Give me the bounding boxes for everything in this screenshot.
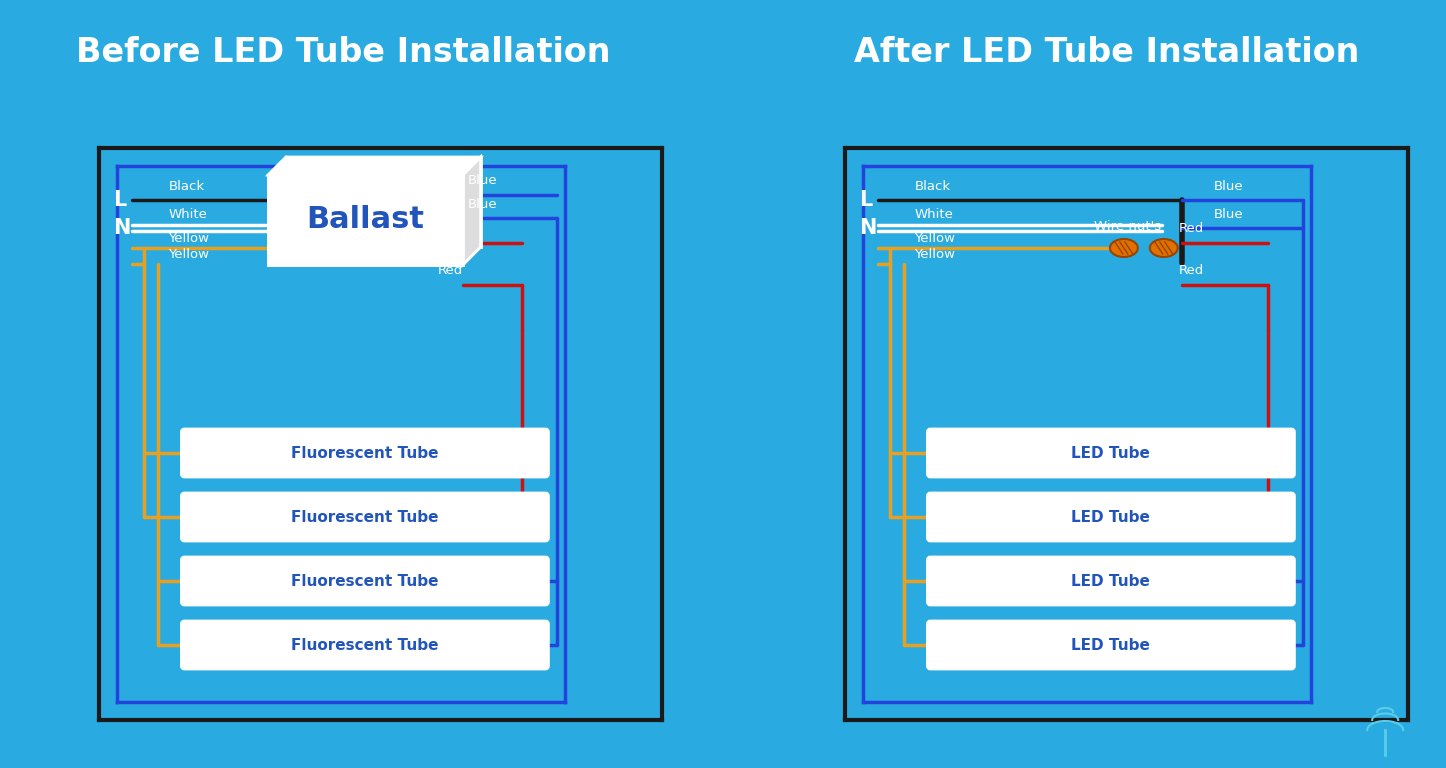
Text: Yellow: Yellow xyxy=(168,231,210,244)
Polygon shape xyxy=(463,157,480,265)
Text: LED Tube: LED Tube xyxy=(1071,574,1151,588)
Text: Yellow: Yellow xyxy=(914,247,956,260)
Text: After LED Tube Installation: After LED Tube Installation xyxy=(855,35,1359,68)
Text: L: L xyxy=(859,190,873,210)
FancyBboxPatch shape xyxy=(927,621,1294,669)
Text: Black: Black xyxy=(168,180,204,193)
Text: Yellow: Yellow xyxy=(168,247,210,260)
Text: N: N xyxy=(859,218,876,238)
Text: Before LED Tube Installation: Before LED Tube Installation xyxy=(75,35,610,68)
Text: Blue: Blue xyxy=(1213,180,1244,193)
Text: N: N xyxy=(114,218,132,238)
Ellipse shape xyxy=(1150,239,1177,257)
Text: Red: Red xyxy=(1178,223,1205,236)
Text: Fluorescent Tube: Fluorescent Tube xyxy=(291,509,438,525)
Text: Blue: Blue xyxy=(467,197,497,210)
FancyBboxPatch shape xyxy=(927,493,1294,541)
Text: Red: Red xyxy=(438,263,463,276)
FancyBboxPatch shape xyxy=(181,493,548,541)
Text: Red: Red xyxy=(1178,263,1205,276)
Text: LED Tube: LED Tube xyxy=(1071,637,1151,653)
Text: Blue: Blue xyxy=(1213,207,1244,220)
Text: LED Tube: LED Tube xyxy=(1071,509,1151,525)
FancyBboxPatch shape xyxy=(181,557,548,605)
Text: Fluorescent Tube: Fluorescent Tube xyxy=(291,574,438,588)
Text: White: White xyxy=(168,207,207,220)
Text: LED Tube: LED Tube xyxy=(1071,445,1151,461)
FancyBboxPatch shape xyxy=(181,621,548,669)
Text: Red: Red xyxy=(438,223,463,236)
FancyBboxPatch shape xyxy=(181,429,548,477)
Text: Ballast: Ballast xyxy=(307,206,425,234)
Text: Black: Black xyxy=(914,180,950,193)
Text: Fluorescent Tube: Fluorescent Tube xyxy=(291,637,438,653)
Polygon shape xyxy=(268,157,480,175)
Text: Yellow: Yellow xyxy=(914,231,956,244)
Text: White: White xyxy=(914,207,953,220)
Text: Fluorescent Tube: Fluorescent Tube xyxy=(291,445,438,461)
Text: L: L xyxy=(114,190,127,210)
FancyBboxPatch shape xyxy=(927,429,1294,477)
Ellipse shape xyxy=(1111,239,1138,257)
Text: Blue: Blue xyxy=(467,174,497,187)
Text: Wire nut's: Wire nut's xyxy=(1095,220,1161,233)
FancyBboxPatch shape xyxy=(268,175,463,265)
FancyBboxPatch shape xyxy=(927,557,1294,605)
